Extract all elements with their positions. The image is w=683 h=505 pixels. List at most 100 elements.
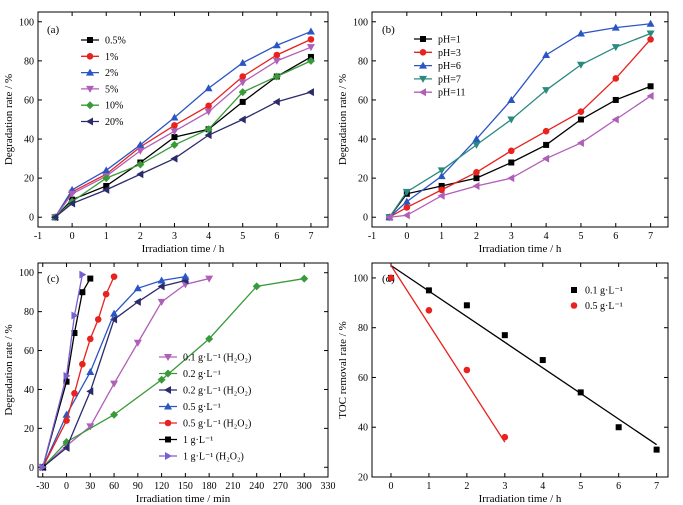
x-tick-label: 6 bbox=[616, 481, 621, 492]
data-point bbox=[611, 23, 620, 31]
y-axis-label: Degradation rate / % bbox=[3, 74, 15, 165]
legend-label: 0.2 g·L⁻¹ (H₂O₂) bbox=[183, 386, 251, 397]
data-point bbox=[110, 273, 118, 280]
legend-marker bbox=[165, 452, 172, 460]
data-point bbox=[576, 61, 585, 69]
series-2 bbox=[386, 36, 654, 221]
legend-entry: pH=6 bbox=[414, 61, 461, 72]
data-point bbox=[136, 147, 145, 155]
x-tick-label: 30 bbox=[85, 481, 95, 492]
y-tick-label: 0 bbox=[29, 463, 34, 474]
data-point bbox=[79, 270, 87, 279]
data-point bbox=[272, 41, 281, 49]
legend-entry: 0.5 g·L⁻¹ bbox=[570, 301, 623, 312]
x-tick-label: 180 bbox=[202, 481, 217, 492]
data-point bbox=[39, 463, 47, 472]
data-point bbox=[647, 36, 654, 43]
data-point bbox=[102, 185, 110, 194]
data-point bbox=[542, 154, 550, 163]
data-point bbox=[646, 92, 654, 101]
data-point bbox=[508, 159, 515, 166]
series-line bbox=[42, 277, 210, 468]
legend-label: pH=7 bbox=[438, 74, 461, 85]
series-2 bbox=[387, 265, 509, 443]
data-point bbox=[136, 160, 145, 169]
data-point bbox=[646, 30, 655, 38]
y-tick-label: 80 bbox=[24, 56, 34, 67]
data-point bbox=[306, 27, 315, 35]
data-point bbox=[86, 423, 95, 431]
legend-marker bbox=[571, 287, 577, 293]
data-point bbox=[181, 272, 190, 280]
legend-label: 1 g·L⁻¹ bbox=[183, 435, 213, 446]
series-line bbox=[42, 276, 115, 468]
y-tick-label: 40 bbox=[358, 423, 368, 434]
data-point bbox=[136, 140, 145, 148]
x-tick-label: 2 bbox=[464, 481, 469, 492]
legend-entry: pH=1 bbox=[414, 35, 461, 46]
series-6 bbox=[51, 88, 314, 222]
legend-label: 0.1 g·L⁻¹ bbox=[585, 286, 623, 297]
series-3 bbox=[385, 19, 655, 221]
x-tick-label: 1 bbox=[104, 231, 109, 242]
legend-marker bbox=[86, 68, 94, 76]
legend-marker bbox=[419, 61, 427, 69]
data-point bbox=[542, 51, 551, 58]
x-tick-label: 7 bbox=[648, 231, 653, 242]
data-point bbox=[239, 73, 247, 80]
data-point bbox=[507, 116, 516, 124]
data-point bbox=[252, 282, 261, 291]
plot-frame bbox=[371, 262, 669, 478]
data-point bbox=[507, 174, 515, 183]
y-tick-label: 20 bbox=[358, 473, 368, 484]
data-point bbox=[507, 147, 515, 155]
data-point bbox=[402, 211, 410, 220]
data-point bbox=[402, 188, 411, 196]
plot-frame bbox=[371, 11, 669, 228]
data-point bbox=[437, 191, 445, 200]
legend-marker bbox=[86, 85, 94, 93]
data-point bbox=[94, 316, 102, 323]
legend-label: 10% bbox=[105, 101, 123, 112]
legend-entry: 1 g·L⁻¹ bbox=[159, 435, 213, 446]
x-tick-label: 0 bbox=[388, 481, 393, 492]
data-point bbox=[306, 44, 315, 52]
legend-entry: pH=3 bbox=[414, 48, 461, 59]
data-point bbox=[437, 172, 446, 180]
x-tick-label: -1 bbox=[368, 231, 376, 242]
series-line bbox=[388, 85, 651, 218]
legend-label: 0.1 g·L⁻¹ (H₂O₂) bbox=[183, 353, 251, 364]
x-tick-label: 6 bbox=[613, 231, 618, 242]
y-tick-label: 100 bbox=[19, 268, 34, 279]
legend-marker bbox=[87, 37, 93, 43]
data-point bbox=[71, 330, 78, 337]
x-tick-label: 7 bbox=[308, 231, 313, 242]
data-point bbox=[306, 88, 314, 97]
data-point bbox=[425, 306, 433, 314]
data-point bbox=[170, 113, 179, 121]
data-point bbox=[577, 108, 585, 115]
panel-4: 0 1 2 3 4 5 6 7 20 40 60 80 100 Irradiation time / h T… bbox=[337, 262, 669, 505]
legend-label: 0.5 g·L⁻¹ bbox=[183, 402, 221, 413]
series-5 bbox=[39, 273, 118, 471]
data-point bbox=[463, 302, 470, 309]
x-tick-label: 0 bbox=[64, 481, 69, 492]
legend-entry: 0.2 g·L⁻¹ bbox=[159, 369, 221, 380]
data-point bbox=[136, 170, 144, 179]
data-point bbox=[110, 309, 119, 317]
data-point bbox=[204, 131, 212, 140]
y-tick-label: 80 bbox=[358, 56, 368, 67]
legend-marker bbox=[86, 53, 94, 60]
data-point bbox=[171, 134, 178, 141]
x-tick-label: 3 bbox=[509, 231, 514, 242]
legend-label: 0.5% bbox=[105, 36, 126, 47]
legend-label: 2% bbox=[105, 68, 118, 79]
x-axis-label: Irradiation time / h bbox=[479, 493, 562, 505]
legend: 0.1 g·L⁻¹ 0.5 g·L⁻¹ bbox=[570, 286, 623, 312]
y-tick-label: 100 bbox=[19, 17, 34, 28]
data-point bbox=[472, 181, 480, 190]
plot-frame bbox=[37, 11, 329, 228]
y-tick-label: 60 bbox=[358, 95, 368, 106]
data-point bbox=[68, 190, 77, 198]
legend-label: pH=11 bbox=[438, 88, 466, 99]
